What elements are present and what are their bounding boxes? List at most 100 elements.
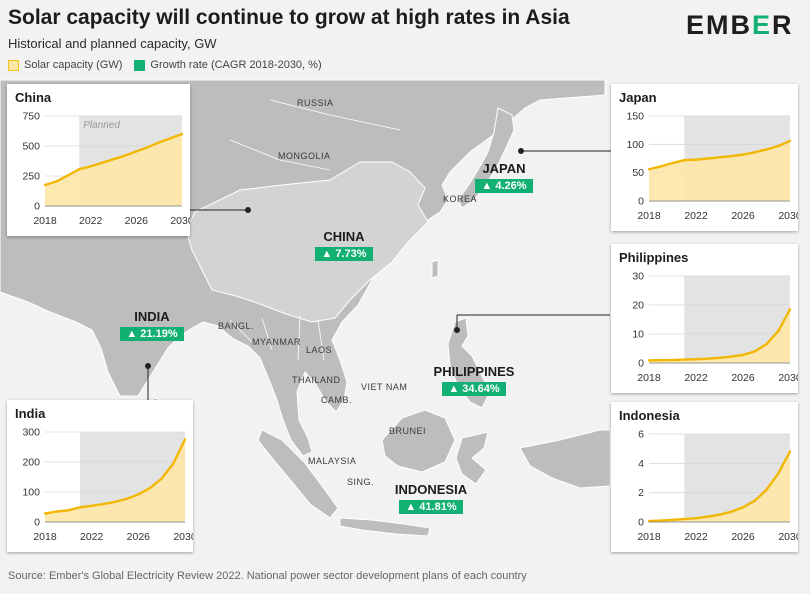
map-label-thailand: THAILAND [292, 375, 341, 385]
y-tick-india-1: 100 [22, 487, 40, 499]
country-name-indonesia: INDONESIA [394, 482, 468, 497]
data-point-india-2023 [102, 502, 105, 506]
y-tick-philippines-1: 10 [632, 329, 644, 341]
data-point-japan-2018 [647, 168, 651, 171]
y-tick-india-0: 0 [34, 517, 40, 529]
data-point-indonesia-2022 [694, 516, 698, 520]
data-point-china-2019 [55, 180, 58, 183]
map-label-laos: LAOS [306, 345, 333, 355]
map-label-cambodia: CAMB. [321, 395, 353, 405]
x-tick-china-0: 2018 [33, 215, 57, 227]
data-point-india-2029 [172, 462, 175, 465]
x-tick-india-3: 2030 [173, 531, 193, 543]
page-title: Solar capacity will continue to grow at … [8, 6, 570, 29]
chart-title-china: China [15, 90, 52, 105]
data-point-indonesia-2023 [706, 515, 709, 518]
data-point-philippines-2023 [706, 357, 709, 360]
data-point-indonesia-2026 [741, 506, 745, 509]
country-name-japan: JAPAN [482, 161, 526, 176]
data-point-india-2030 [183, 438, 187, 441]
x-tick-china-3: 2030 [170, 215, 190, 227]
data-point-philippines-2020 [671, 358, 674, 362]
data-point-philippines-2025 [730, 355, 733, 358]
data-point-philippines-2030 [788, 308, 792, 311]
data-point-philippines-2024 [718, 356, 721, 359]
data-point-india-2027 [148, 486, 152, 490]
chart-panel-china: China Planned 0 250 500 750 2018 2022 2026 2030 [7, 84, 190, 236]
land-java [339, 517, 431, 537]
data-point-india-2028 [160, 477, 163, 480]
y-tick-japan-3: 150 [626, 111, 644, 123]
data-point-indonesia-2029 [777, 472, 780, 475]
data-point-india-2022 [90, 504, 93, 507]
chart-panel-indonesia: Indonesia 0 2 4 6 2018 2022 2026 2030 [611, 402, 798, 552]
y-tick-japan-2: 100 [626, 139, 644, 151]
data-point-japan-2023 [706, 157, 709, 160]
map-label-bangladesh: BANGL. [218, 321, 255, 331]
land-borneo [381, 409, 456, 473]
legend-swatch-growth [134, 59, 146, 71]
data-point-japan-2021 [683, 159, 686, 162]
land-new-guinea [519, 429, 611, 489]
country-name-philippines: PHILIPPINES [433, 364, 515, 379]
y-tick-philippines-2: 20 [632, 300, 644, 312]
data-point-china-2028 [157, 141, 161, 144]
data-point-china-2023 [100, 161, 104, 164]
legend-item-growth: Growth rate (CAGR 2018-2030, %) [134, 59, 322, 71]
country-label-indonesia: INDONESIA ▲ 41.81% [386, 482, 476, 515]
data-point-china-2030 [180, 132, 184, 136]
chart-title-philippines: Philippines [619, 250, 689, 265]
y-tick-indonesia-1: 2 [638, 487, 644, 499]
legend-label-solar: Solar capacity (GW) [24, 59, 123, 71]
country-name-india: INDIA [134, 309, 170, 324]
area-fill-indonesia [649, 451, 790, 522]
data-point-philippines-2018 [647, 359, 651, 362]
y-tick-indonesia-2: 4 [638, 458, 644, 470]
ember-logo: EMBER [686, 10, 794, 40]
chart-svg-japan: 0 50 100 150 2018 2022 2026 2030 [626, 111, 798, 223]
x-tick-china-1: 2022 [79, 215, 103, 227]
map-label-russia: RUSSIA [297, 98, 334, 108]
chart-svg-india: 0 100 200 300 2018 2022 2026 2030 [22, 427, 193, 544]
data-point-philippines-2028 [765, 342, 768, 346]
data-point-japan-2027 [753, 151, 756, 154]
data-point-japan-2022 [694, 158, 698, 161]
country-label-india: INDIA ▲ 21.19% [112, 309, 192, 342]
data-point-philippines-2022 [694, 358, 698, 361]
map-label-brunei: BRUNEI [389, 426, 427, 436]
legend-swatch-solar [8, 59, 19, 71]
x-tick-indonesia-2: 2026 [731, 531, 755, 543]
data-point-japan-2030 [788, 139, 792, 143]
growth-badge-india: ▲ 21.19% [120, 327, 184, 341]
map-label-viet-nam: VIET NAM [361, 382, 408, 392]
country-label-china: CHINA ▲ 7.73% [306, 229, 382, 262]
data-point-philippines-2021 [683, 358, 686, 361]
y-tick-philippines-0: 0 [638, 358, 644, 370]
callout-dot-india [145, 363, 151, 369]
callout-lines [145, 148, 612, 400]
callout-dot-japan [518, 148, 524, 154]
x-tick-indonesia-3: 2030 [778, 531, 798, 543]
growth-badge-japan: ▲ 4.26% [475, 179, 533, 193]
chart-panel-japan: Japan 0 50 100 150 2018 2022 2026 2030 [611, 84, 798, 231]
land-taiwan [431, 259, 439, 279]
country-label-japan: JAPAN ▲ 4.26% [468, 161, 540, 194]
chart-panel-philippines: Philippines 01020302018202220262030 [611, 244, 798, 393]
land-china [185, 161, 429, 323]
x-tick-india-0: 2018 [33, 531, 57, 543]
data-point-japan-2024 [718, 156, 721, 159]
data-point-china-2020 [66, 174, 70, 177]
x-tick-japan-2: 2026 [731, 210, 755, 222]
country-name-china: CHINA [323, 229, 365, 244]
y-tick-indonesia-3: 6 [638, 429, 644, 441]
x-tick-philippines-2: 2026 [731, 372, 755, 384]
legend: Solar capacity (GW) Growth rate (CAGR 20… [8, 59, 322, 71]
chart-svg-china: Planned 0 250 500 750 2018 2022 2026 2030 [22, 111, 190, 228]
map-label-singapore: SING. [347, 477, 375, 487]
x-tick-japan-0: 2018 [637, 210, 661, 222]
chart-svg-indonesia: 0 2 4 6 2018 2022 2026 2030 [637, 429, 798, 544]
data-point-china-2018 [43, 183, 47, 187]
data-point-india-2021 [78, 506, 82, 509]
data-point-india-2025 [125, 497, 128, 501]
land-sumatra [257, 429, 339, 519]
